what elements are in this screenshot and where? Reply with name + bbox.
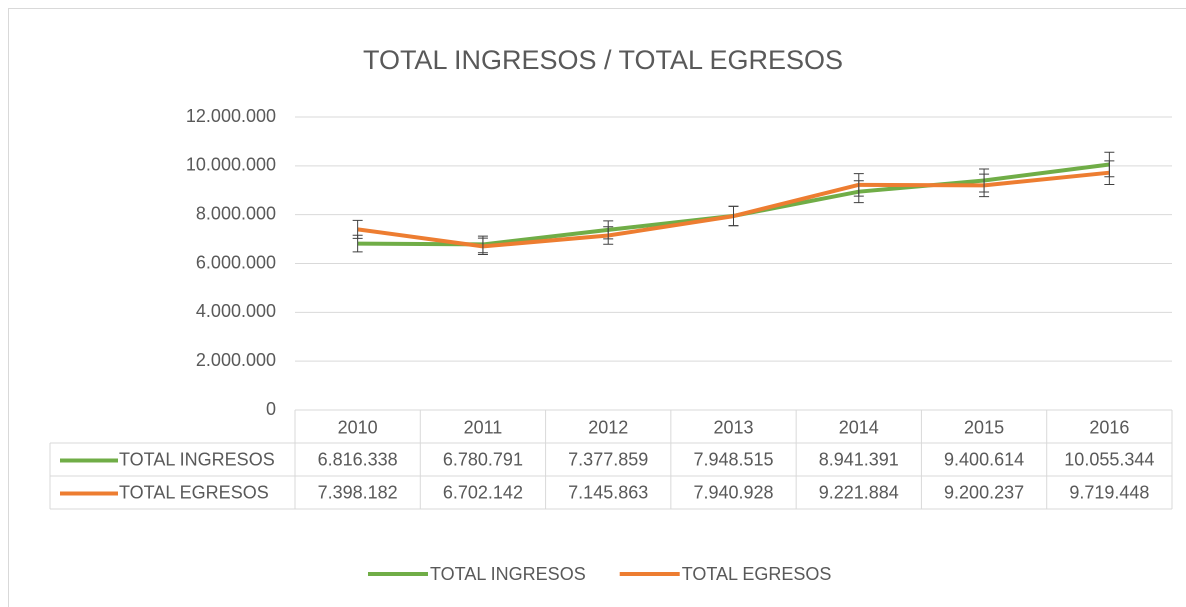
table-value: 7.398.182: [318, 482, 398, 502]
error-bar: [853, 173, 864, 197]
y-tick-label: 0: [266, 399, 276, 419]
table-value: 7.940.928: [693, 482, 773, 502]
table-value: 9.221.884: [819, 482, 899, 502]
x-tick-label: 2014: [839, 417, 879, 437]
x-tick-label: 2015: [964, 417, 1004, 437]
chart-border: [8, 8, 1186, 607]
y-tick-label: 6.000.000: [196, 252, 276, 272]
error-bar: [603, 226, 614, 245]
table-value: 8.941.391: [819, 449, 899, 469]
table-value: 9.200.237: [944, 482, 1024, 502]
table-value: 6.816.338: [318, 449, 398, 469]
table-value: 9.400.614: [944, 449, 1024, 469]
table-series-name: TOTAL INGRESOS: [119, 449, 275, 469]
y-tick-label: 4.000.000: [196, 301, 276, 321]
error-bar: [1104, 160, 1115, 186]
y-tick-label: 10.000.000: [186, 155, 276, 175]
chart-title: TOTAL INGRESOS / TOTAL EGRESOS: [363, 45, 843, 75]
table-series-name: TOTAL EGRESOS: [119, 482, 269, 502]
x-tick-label: 2011: [464, 417, 503, 437]
table-value: 7.145.863: [568, 482, 648, 502]
x-tick-label: 2013: [713, 417, 753, 437]
table-value: 6.780.791: [443, 449, 523, 469]
x-tick-label: 2010: [338, 417, 378, 437]
table-value: 7.948.515: [693, 449, 773, 469]
error-bar: [477, 237, 488, 256]
error-bar: [728, 205, 739, 227]
x-tick-label: 2012: [588, 417, 628, 437]
y-tick-label: 8.000.000: [196, 203, 276, 223]
table-value: 7.377.859: [568, 449, 648, 469]
y-tick-label: 12.000.000: [186, 106, 276, 126]
table-value: 10.055.344: [1064, 449, 1154, 469]
table-value: 9.719.448: [1069, 482, 1149, 502]
error-bar: [352, 219, 363, 239]
x-tick-label: 2016: [1089, 417, 1129, 437]
legend-label: TOTAL EGRESOS: [682, 564, 832, 584]
legend-label: TOTAL INGRESOS: [430, 564, 586, 584]
y-tick-label: 2.000.000: [196, 350, 276, 370]
table-value: 6.702.142: [443, 482, 523, 502]
error-bar: [979, 173, 990, 198]
